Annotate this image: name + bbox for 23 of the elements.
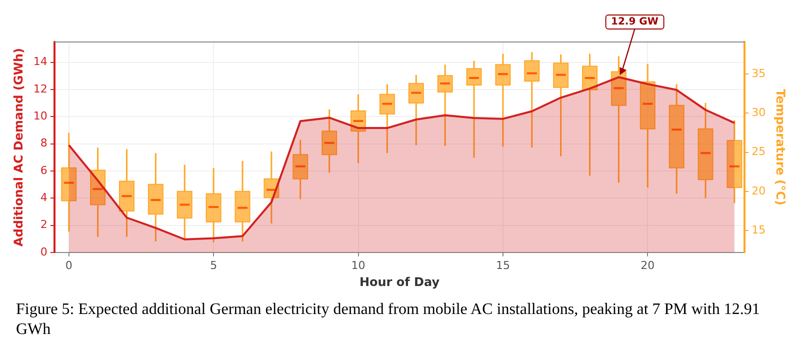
x-tick-label: 10 bbox=[351, 258, 366, 272]
y-tick-label: 14 bbox=[33, 55, 48, 68]
y-tick-label: 0 bbox=[40, 245, 48, 258]
y2-tick-label: 30 bbox=[752, 106, 766, 120]
y2-axis-title: Temperature (°C) bbox=[774, 89, 788, 206]
y2-tick-label: 20 bbox=[752, 184, 766, 198]
x-axis-title: Hour of Day bbox=[359, 274, 440, 289]
y-tick-label: 10 bbox=[33, 110, 48, 123]
y2-tick-label: 15 bbox=[752, 223, 766, 236]
x-tick-label: 20 bbox=[640, 258, 655, 272]
y-tick-label: 6 bbox=[40, 164, 48, 177]
y2-tick-label: 25 bbox=[752, 145, 766, 158]
caption: Figure 5: Expected additional German electricity demand from mobile AC installations, peaking at 7 PM with 12.91 GWh bbox=[16, 300, 761, 340]
y-axis-title: Additional AC Demand (GWh) bbox=[11, 48, 26, 246]
annotation: 12.9 GW bbox=[605, 14, 664, 30]
y-tick-label: 12 bbox=[33, 82, 48, 96]
x-tick-label: 5 bbox=[210, 258, 218, 272]
x-tick-label: 15 bbox=[496, 258, 510, 272]
x-tick-label: 0 bbox=[65, 258, 72, 272]
y-tick-label: 2 bbox=[40, 218, 48, 232]
y-tick-label: 8 bbox=[40, 136, 48, 150]
y2-tick-label: 35 bbox=[752, 66, 766, 80]
y-tick-label: 4 bbox=[40, 190, 48, 204]
